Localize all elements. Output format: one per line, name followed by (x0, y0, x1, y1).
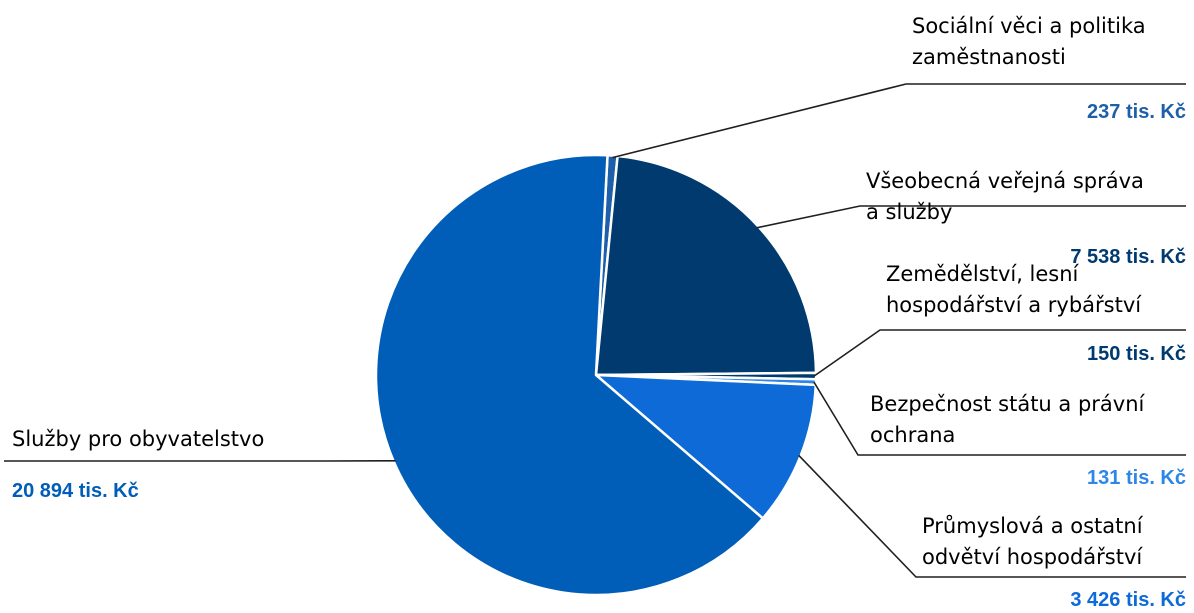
slice-value-label: 131 tis. Kč (1087, 467, 1186, 489)
slice-value-label: 7 538 tis. Kč (1070, 246, 1186, 268)
slice-name-label: Bezpečnost státu a právní (870, 392, 1146, 416)
pie-slices (374, 153, 818, 597)
leader-line (813, 381, 1186, 456)
slice-name-label: Všeobecná veřejná správa (866, 169, 1144, 193)
leader-line (756, 205, 1186, 229)
slice-name-label: a služby (866, 200, 952, 224)
slice-name-label: hospodářství a rybářství (886, 293, 1142, 317)
slice-name-label: zaměstnanosti (912, 45, 1066, 69)
slice-name-label: Sociální věci a politika (912, 14, 1146, 38)
slice-labels: Sociální věci a politika zaměstnanosti 237… (12, 14, 1186, 611)
leader-line (798, 454, 1186, 578)
slice-value-label: 3 426 tis. Kč (1070, 589, 1186, 611)
leader-line (813, 329, 1186, 377)
slice-name-label: Zemědělství, lesní (886, 262, 1080, 286)
leader-lines (4, 83, 1186, 578)
slice-value-label: 237 tis. Kč (1087, 101, 1186, 123)
leader-line (612, 83, 1186, 159)
slice-value-label: 150 tis. Kč (1087, 343, 1186, 365)
slice-name-label: Průmyslová a ostatní (922, 514, 1144, 538)
pie-slice (594, 154, 818, 377)
slice-name-label: odvětví hospodářství (922, 545, 1143, 569)
slice-value-label: 20 894 tis. Kč (12, 480, 139, 502)
slice-name-label: Služby pro obyvatelstvo (12, 427, 264, 451)
slice-name-label: ochrana (870, 423, 955, 447)
